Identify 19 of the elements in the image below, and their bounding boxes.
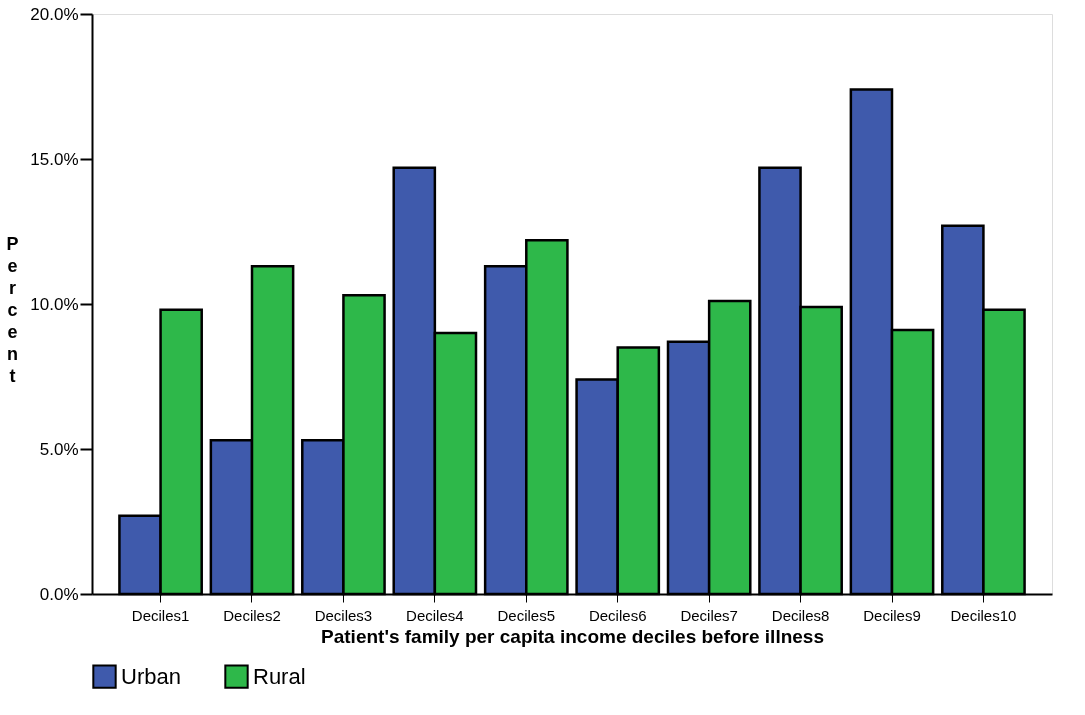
x-tick-label: Deciles3 — [314, 606, 373, 624]
y-tick-label: 15.0% — [30, 149, 79, 169]
legend-label: Urban — [121, 663, 181, 689]
y-axis-title: Percent — [6, 233, 19, 386]
x-tick-label: Deciles8 — [771, 606, 830, 624]
y-tick-label: 0.0% — [39, 584, 79, 604]
x-tick-label: Deciles10 — [950, 606, 1017, 624]
x-tick-label: Deciles2 — [223, 606, 281, 624]
x-tick-label: Deciles6 — [588, 606, 647, 624]
x-tick-label: Deciles7 — [680, 606, 738, 624]
x-tick-label: Deciles1 — [131, 606, 190, 624]
x-axis-title: Patient's family per capita income deciles before illness — [321, 625, 824, 647]
x-tick-label: Deciles9 — [863, 606, 921, 624]
x-tick-label: Deciles4 — [406, 606, 464, 624]
y-tick-label: 5.0% — [39, 439, 79, 459]
y-tick-label: 10.0% — [30, 294, 79, 314]
x-tick-label: Deciles5 — [497, 606, 556, 624]
legend-label: Rural — [253, 663, 306, 689]
y-tick-label: 20.0% — [30, 4, 79, 24]
